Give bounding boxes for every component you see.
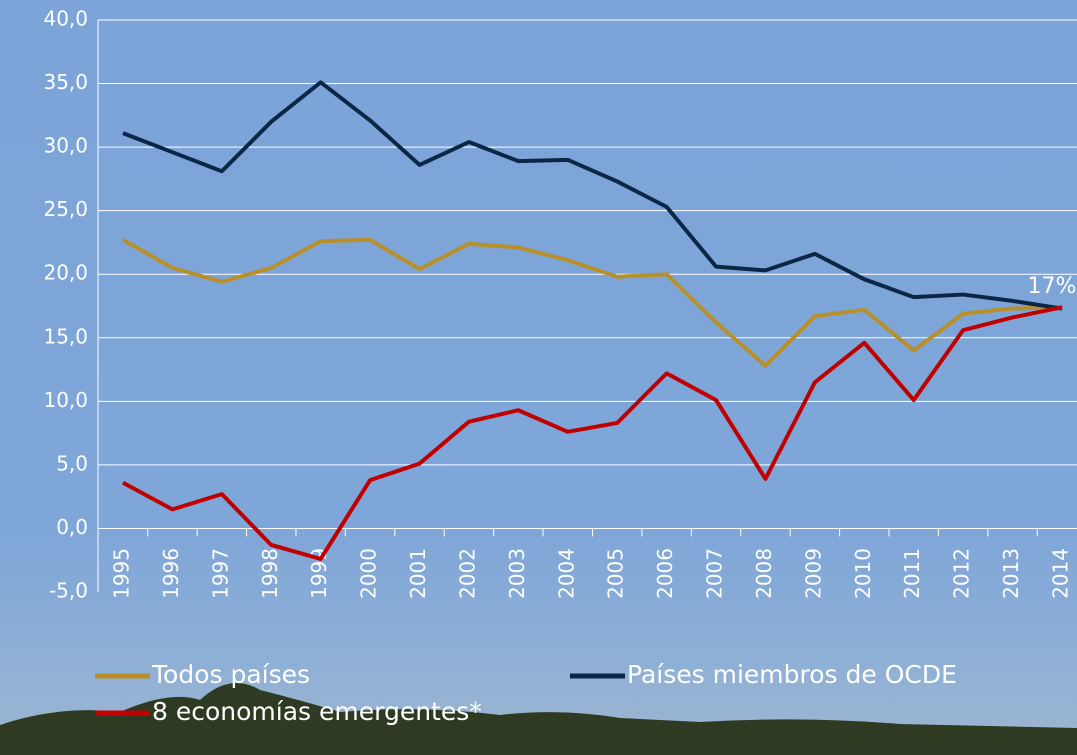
x-tick-label: 2000 xyxy=(357,548,381,599)
y-tick-label: 25,0 xyxy=(43,197,88,221)
x-tick-label: 2005 xyxy=(604,548,628,599)
x-tick-label: 2001 xyxy=(406,548,430,599)
x-tick-label: 1996 xyxy=(159,548,183,599)
legend-label: Países miembros de OCDE xyxy=(627,660,957,689)
y-tick-label: 20,0 xyxy=(43,261,88,285)
series-line xyxy=(122,237,1063,368)
x-tick-label: 2003 xyxy=(505,548,529,599)
x-tick-label: 2012 xyxy=(950,548,974,599)
y-tick-label: 40,0 xyxy=(43,7,88,31)
x-tick-label: 2009 xyxy=(801,548,825,599)
legend-label: 8 economías emergentes* xyxy=(152,697,482,726)
annotation: 17% xyxy=(1028,274,1077,299)
legend-label: Todos países xyxy=(151,660,310,689)
y-tick-label: -5,0 xyxy=(49,579,88,603)
x-tick-label: 1995 xyxy=(110,548,134,599)
x-tick-label: 1997 xyxy=(208,548,232,599)
trees xyxy=(0,682,1077,755)
y-tick-label: 10,0 xyxy=(43,388,88,412)
x-tick-label: 2013 xyxy=(999,548,1023,599)
x-tick-label: 2011 xyxy=(900,548,924,599)
x-tick-label: 1998 xyxy=(258,548,282,599)
x-tick-label: 2010 xyxy=(851,548,875,599)
y-tick-label: 35,0 xyxy=(43,70,88,94)
y-tick-label: 15,0 xyxy=(43,324,88,348)
x-tick-label: 2007 xyxy=(703,548,727,599)
x-tick-label: 2004 xyxy=(554,548,578,599)
y-tick-label: 30,0 xyxy=(43,134,88,158)
y-tick-label: 5,0 xyxy=(56,451,88,475)
x-tick-label: 2014 xyxy=(1048,548,1072,599)
x-tick-label: 2006 xyxy=(653,548,677,599)
series-line xyxy=(122,80,1063,311)
x-tick-label: 2002 xyxy=(455,548,479,599)
series-line xyxy=(122,305,1063,561)
x-tick-label: 2008 xyxy=(752,548,776,599)
y-tick-label: 0,0 xyxy=(56,515,88,539)
